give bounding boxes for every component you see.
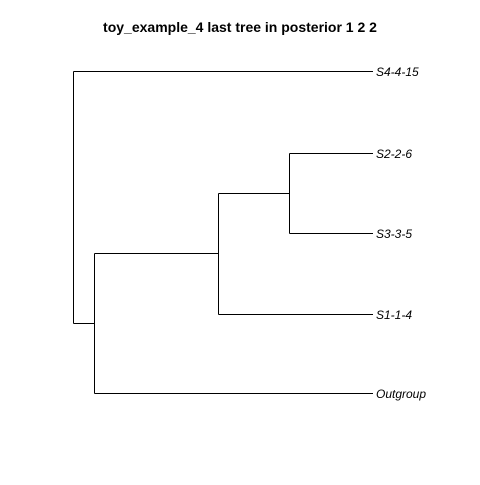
tip-label-s4-4-15: S4-4-15 [376,65,419,79]
tip-label-s2-2-6: S2-2-6 [376,147,412,161]
tip-label-s1-1-4: S1-1-4 [376,308,412,322]
tip-label-outgroup: Outgroup [376,387,426,401]
plot-title: toy_example_4 last tree in posterior 1 2… [103,19,377,35]
tip-label-s3-3-5: S3-3-5 [376,227,412,241]
